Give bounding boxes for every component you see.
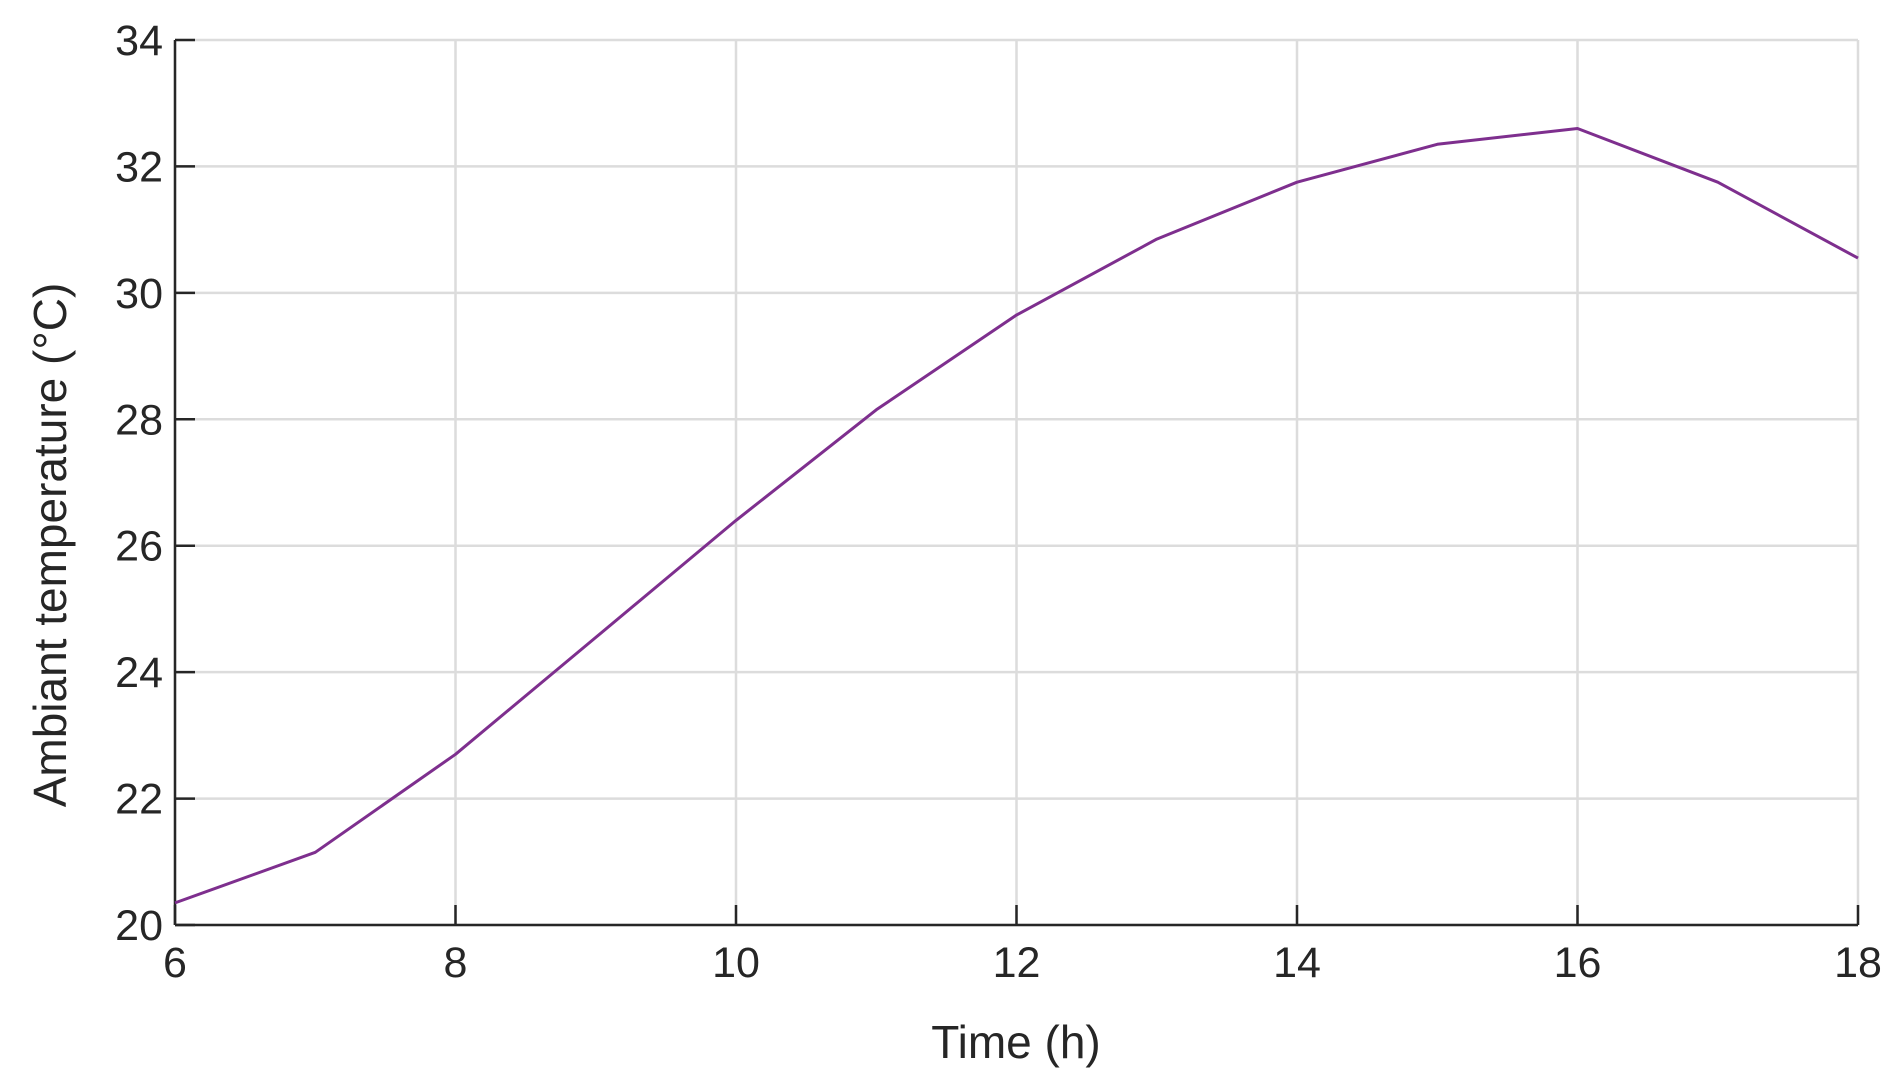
- x-tick-label: 10: [712, 939, 760, 987]
- y-tick-label: 20: [115, 902, 163, 950]
- y-tick-label: 24: [115, 649, 163, 697]
- x-tick-label: 8: [444, 939, 468, 987]
- y-tick-label: 32: [115, 143, 163, 191]
- grid-lines: [173, 38, 1860, 927]
- y-tick-label: 28: [115, 396, 163, 444]
- y-axis-label: Ambiant temperature (°C): [24, 283, 76, 808]
- y-tick-label: 34: [115, 17, 163, 65]
- x-tick-label: 14: [1273, 939, 1321, 987]
- x-tick-label: 18: [1834, 939, 1882, 987]
- axes: [173, 38, 1860, 927]
- tick-labels: 6 8 10 12 14 16 18 20 22 24 26 28 30 32 34: [115, 17, 1882, 987]
- y-tick-label: 30: [115, 270, 163, 318]
- x-tick-label: 6: [163, 939, 187, 987]
- y-tick-label: 26: [115, 523, 163, 571]
- temperature-series-line: [174, 127, 1859, 905]
- x-tick-label: 12: [993, 939, 1041, 987]
- y-tick-label: 22: [115, 776, 163, 824]
- x-tick-label: 16: [1554, 939, 1602, 987]
- x-axis-label: Time (h): [931, 1016, 1101, 1068]
- series-layer: [174, 127, 1859, 905]
